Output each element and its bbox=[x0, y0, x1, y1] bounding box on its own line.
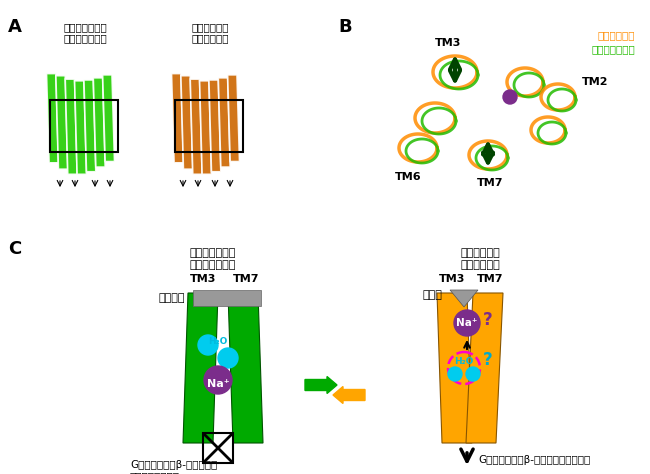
Text: 逆作動薬結合型
（不活性状態）: 逆作動薬結合型 （不活性状態） bbox=[63, 22, 107, 44]
Text: H₂O: H₂O bbox=[208, 337, 227, 346]
Polygon shape bbox=[209, 80, 221, 172]
Text: 作動薬結合型
（活性状態）: 作動薬結合型 （活性状態） bbox=[191, 22, 229, 44]
Circle shape bbox=[204, 366, 232, 394]
Text: Gタンパク質やβ-アレスチンを活性化: Gタンパク質やβ-アレスチンを活性化 bbox=[478, 455, 590, 465]
Circle shape bbox=[198, 335, 218, 355]
Circle shape bbox=[454, 310, 480, 336]
Polygon shape bbox=[75, 81, 86, 174]
Polygon shape bbox=[228, 293, 263, 443]
FancyArrow shape bbox=[333, 386, 365, 403]
Text: Na⁺: Na⁺ bbox=[207, 379, 229, 389]
Polygon shape bbox=[183, 293, 218, 443]
Text: 逆作動薬: 逆作動薬 bbox=[159, 293, 185, 303]
Text: 作動薬: 作動薬 bbox=[422, 290, 442, 300]
Polygon shape bbox=[466, 293, 503, 443]
Text: TM3: TM3 bbox=[439, 274, 465, 284]
Polygon shape bbox=[103, 75, 114, 162]
Text: Na⁺: Na⁺ bbox=[502, 92, 518, 101]
Bar bbox=[50, 100, 118, 152]
Polygon shape bbox=[227, 75, 240, 162]
Polygon shape bbox=[94, 78, 105, 167]
Text: 逆作動薬結合型: 逆作動薬結合型 bbox=[592, 44, 635, 54]
Text: TM7: TM7 bbox=[233, 274, 259, 284]
Polygon shape bbox=[47, 73, 58, 163]
Text: Gタンパク質やβ-アレスチン
を活性化できない: Gタンパク質やβ-アレスチン を活性化できない bbox=[130, 460, 217, 474]
Polygon shape bbox=[450, 290, 478, 307]
Polygon shape bbox=[56, 76, 68, 169]
Polygon shape bbox=[65, 79, 77, 174]
Bar bbox=[193, 290, 261, 306]
Text: B: B bbox=[338, 18, 352, 36]
Text: 作動薬結合型: 作動薬結合型 bbox=[597, 30, 635, 40]
Circle shape bbox=[218, 348, 238, 368]
FancyArrow shape bbox=[305, 376, 337, 393]
Polygon shape bbox=[181, 76, 193, 169]
Text: TM7: TM7 bbox=[476, 178, 503, 188]
Text: TM3: TM3 bbox=[435, 38, 462, 48]
Polygon shape bbox=[437, 293, 472, 443]
Polygon shape bbox=[218, 78, 230, 167]
Text: C: C bbox=[8, 240, 21, 258]
Text: ?: ? bbox=[483, 351, 493, 369]
Text: A: A bbox=[8, 18, 22, 36]
Circle shape bbox=[503, 90, 517, 104]
Text: 逆作動薬結合型
（不活性状態）: 逆作動薬結合型 （不活性状態） bbox=[190, 248, 236, 270]
Text: TM6: TM6 bbox=[395, 172, 421, 182]
Text: 作動薬結合型
（活性状態）: 作動薬結合型 （活性状態） bbox=[460, 248, 500, 270]
Circle shape bbox=[466, 367, 480, 381]
Text: TM7: TM7 bbox=[476, 274, 503, 284]
Circle shape bbox=[448, 367, 462, 381]
Text: Na⁺: Na⁺ bbox=[456, 318, 478, 328]
Polygon shape bbox=[84, 80, 96, 172]
Bar bbox=[175, 100, 243, 152]
Text: TM2: TM2 bbox=[582, 77, 608, 87]
Polygon shape bbox=[190, 79, 202, 174]
Polygon shape bbox=[172, 73, 183, 163]
Text: H₂O: H₂O bbox=[454, 357, 474, 366]
Bar bbox=[203, 433, 233, 463]
Text: ?: ? bbox=[483, 311, 493, 329]
Polygon shape bbox=[200, 81, 211, 174]
Text: TM3: TM3 bbox=[190, 274, 216, 284]
